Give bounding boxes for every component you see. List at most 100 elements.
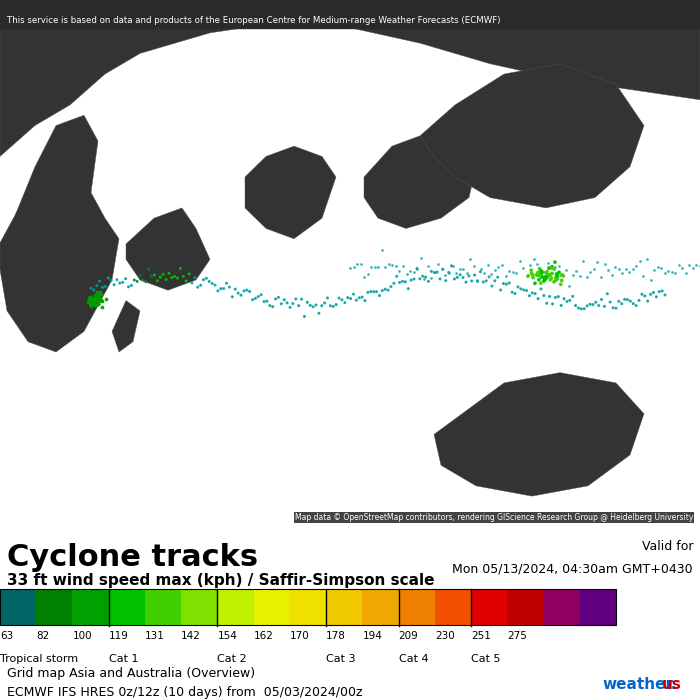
Point: [299, 311, 310, 322]
Point: [247, 294, 258, 305]
Point: [461, 276, 472, 288]
Point: [91, 286, 102, 297]
Point: [596, 294, 607, 305]
Point: [146, 271, 158, 282]
Point: [545, 274, 556, 286]
Point: [556, 270, 567, 281]
Point: [414, 273, 426, 284]
Point: [261, 295, 272, 307]
Point: [436, 264, 447, 275]
Point: [613, 263, 624, 274]
Point: [454, 270, 466, 281]
Point: [258, 296, 270, 307]
Point: [362, 269, 373, 280]
Point: [533, 274, 545, 286]
Point: [619, 294, 630, 305]
Point: [270, 293, 281, 304]
Point: [546, 262, 557, 274]
Point: [466, 275, 477, 286]
Point: [500, 270, 511, 281]
Point: [510, 288, 521, 299]
Point: [529, 278, 540, 289]
Point: [608, 302, 619, 314]
Point: [87, 294, 98, 305]
Point: [548, 276, 559, 288]
Point: [576, 303, 587, 314]
Point: [85, 298, 97, 309]
Text: 194: 194: [363, 631, 382, 641]
Point: [384, 258, 395, 270]
Text: Valid for: Valid for: [641, 540, 693, 553]
Point: [93, 294, 104, 305]
Point: [302, 297, 313, 308]
Text: 131: 131: [145, 631, 164, 641]
Point: [579, 303, 590, 314]
Point: [401, 268, 412, 279]
Point: [382, 285, 393, 296]
Point: [342, 292, 354, 303]
Point: [617, 267, 628, 279]
Point: [550, 274, 561, 286]
Point: [95, 289, 106, 300]
Point: [358, 271, 370, 282]
Point: [356, 291, 368, 302]
Point: [634, 256, 645, 267]
Point: [541, 272, 552, 283]
Point: [89, 299, 100, 310]
Point: [354, 292, 365, 303]
Point: [645, 274, 656, 286]
Point: [94, 291, 105, 302]
Point: [599, 258, 610, 270]
Point: [536, 284, 547, 295]
Point: [88, 284, 99, 295]
Point: [484, 271, 495, 282]
Point: [351, 295, 362, 306]
Point: [447, 260, 458, 272]
Point: [553, 291, 564, 302]
Point: [541, 298, 552, 309]
Point: [333, 293, 344, 304]
Point: [556, 300, 567, 311]
Point: [443, 267, 454, 278]
Point: [85, 301, 97, 312]
Point: [551, 274, 562, 285]
Point: [465, 253, 476, 264]
Point: [547, 261, 558, 272]
Point: [518, 284, 529, 295]
Point: [605, 297, 616, 308]
Point: [475, 266, 486, 277]
Point: [355, 258, 366, 270]
Point: [97, 282, 108, 293]
Point: [545, 272, 557, 284]
Point: [463, 270, 475, 281]
Point: [550, 292, 561, 303]
Point: [564, 281, 575, 292]
Point: [100, 281, 111, 292]
Point: [192, 281, 203, 293]
Text: us: us: [662, 677, 681, 692]
Point: [596, 272, 607, 283]
Point: [627, 263, 638, 274]
Point: [550, 272, 561, 283]
Point: [677, 262, 688, 274]
Point: [440, 270, 451, 281]
Text: 162: 162: [253, 631, 274, 641]
Bar: [471, 589, 508, 624]
Point: [389, 278, 400, 289]
Point: [581, 272, 592, 283]
Point: [387, 259, 398, 270]
Point: [452, 272, 463, 283]
Point: [631, 300, 642, 312]
Point: [559, 293, 570, 304]
Point: [570, 265, 582, 276]
Point: [498, 278, 509, 289]
Text: 251: 251: [471, 631, 491, 641]
Point: [348, 261, 359, 272]
Point: [446, 260, 457, 272]
Point: [84, 295, 95, 307]
Point: [532, 259, 543, 270]
Point: [544, 291, 555, 302]
Point: [405, 274, 416, 286]
Point: [538, 290, 550, 301]
Point: [160, 274, 172, 285]
